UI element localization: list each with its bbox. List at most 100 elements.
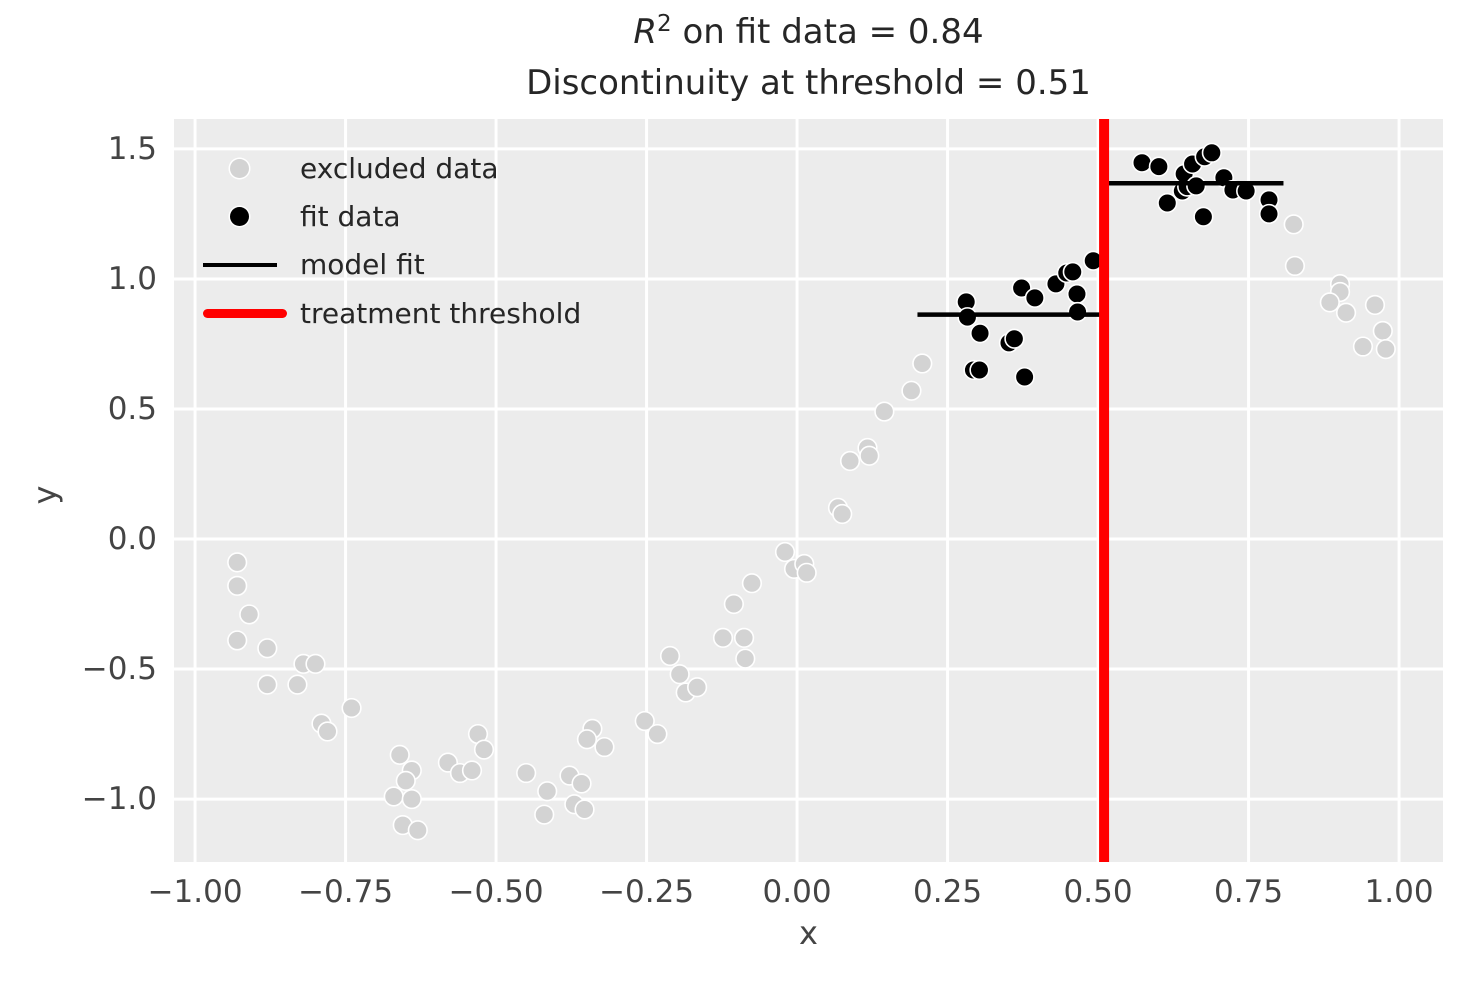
- model-fit-line-icon: [203, 262, 277, 267]
- excluded-data-point: [874, 401, 895, 422]
- excluded-data-point: [576, 729, 598, 750]
- excluded-data-point: [516, 762, 537, 784]
- excluded-data-point: [1352, 336, 1374, 357]
- y-tick-label: −0.5: [81, 651, 157, 688]
- excluded-data-point: [571, 773, 592, 794]
- fit-data-point: [1066, 283, 1088, 305]
- excluded-data-point: [741, 573, 763, 594]
- fit-data-point: [1024, 287, 1045, 309]
- x-tick-label: −0.25: [599, 874, 695, 910]
- excluded-data-point: [1372, 320, 1393, 342]
- excluded-data-point: [239, 604, 260, 625]
- legend: excluded data fit data model fit treatme…: [203, 144, 581, 338]
- excluded-data-point: [257, 674, 278, 695]
- excluded-data-point: [227, 575, 248, 596]
- excluded-data-point: [723, 593, 744, 615]
- legend-label: model fit: [300, 248, 425, 282]
- excluded-data-point: [389, 744, 410, 765]
- excluded-data-point: [669, 664, 690, 685]
- excluded-data-point: [461, 760, 483, 781]
- y-tick-label: 0.0: [107, 521, 157, 557]
- fit-data-point: [1258, 203, 1280, 225]
- fit-data-point: [1193, 206, 1214, 227]
- legend-item-fit-data: fit data: [203, 192, 581, 240]
- excluded-data-point: [634, 710, 655, 732]
- fit-data-point: [957, 307, 978, 328]
- y-tick-label: −1.0: [81, 781, 157, 818]
- x-tick-label: −1.00: [147, 874, 243, 910]
- excluded-data-point: [227, 552, 248, 573]
- excluded-data-marker-icon: [230, 158, 249, 178]
- x-tick-label: 0.25: [913, 874, 983, 910]
- treatment-threshold-line-icon: [203, 308, 287, 318]
- excluded-data-point: [287, 674, 308, 695]
- x-tick-label: −0.75: [298, 874, 394, 910]
- excluded-data-point: [712, 627, 734, 648]
- excluded-data-point: [774, 541, 796, 563]
- legend-item-treatment-threshold: treatment threshold: [203, 289, 581, 337]
- fit-data-point: [969, 359, 990, 381]
- excluded-data-point: [395, 770, 416, 791]
- y-axis-label: y: [26, 485, 64, 505]
- excluded-data-point: [912, 353, 933, 374]
- excluded-data-point: [1283, 214, 1304, 235]
- fit-data-point: [1067, 301, 1088, 323]
- chart-title-line-2: Discontinuity at threshold = 0.51: [526, 63, 1091, 103]
- y-tick-label: 1.0: [107, 260, 157, 297]
- fit-data-point: [1186, 175, 1207, 196]
- plot-background: [174, 119, 1443, 862]
- excluded-data-point: [687, 677, 708, 698]
- excluded-data-point: [839, 450, 861, 472]
- excluded-data-point: [534, 804, 555, 825]
- x-tick-label: 0.00: [762, 874, 832, 910]
- excluded-data-point: [796, 562, 817, 583]
- excluded-data-point: [1364, 294, 1386, 316]
- excluded-data-point: [305, 653, 326, 674]
- excluded-data-point: [647, 723, 668, 745]
- title-line1-text: on fit data = 0.84: [671, 12, 984, 52]
- excluded-data-point: [574, 799, 595, 820]
- excluded-data-point: [537, 781, 558, 802]
- legend-label: excluded data: [300, 151, 499, 185]
- x-tick-label: 0.50: [1063, 874, 1133, 910]
- excluded-data-point: [473, 739, 495, 760]
- excluded-data-point: [227, 630, 248, 651]
- excluded-data-point: [1335, 302, 1357, 323]
- y-tick-label: 1.5: [107, 130, 157, 167]
- fit-data-point: [1004, 328, 1025, 349]
- fit-data-point: [969, 323, 991, 344]
- excluded-data-point: [401, 788, 422, 810]
- x-tick-label: 0.75: [1214, 874, 1284, 910]
- fit-data-point: [1014, 366, 1035, 388]
- excluded-data-point: [1375, 339, 1396, 360]
- legend-item-excluded-data: excluded data: [203, 144, 581, 192]
- excluded-data-point: [317, 721, 338, 742]
- excluded-data-point: [832, 503, 853, 525]
- fit-data-point: [1131, 152, 1153, 173]
- legend-label: fit data: [300, 200, 401, 234]
- legend-label: treatment threshold: [300, 296, 582, 330]
- excluded-data-point: [341, 697, 362, 719]
- excluded-data-point: [733, 627, 755, 648]
- x-tick-label: 1.00: [1364, 874, 1434, 910]
- fit-data-point: [1157, 192, 1178, 214]
- excluded-data-point: [735, 648, 756, 669]
- fit-data-point: [1148, 156, 1169, 177]
- fit-data-marker-icon: [230, 207, 249, 227]
- y-tick-label: 0.5: [107, 390, 157, 427]
- legend-item-model-fit: model fit: [203, 241, 581, 289]
- excluded-data-point: [901, 380, 922, 401]
- excluded-data-point: [383, 786, 404, 807]
- excluded-data-point: [859, 445, 880, 466]
- x-tick-label: −0.50: [448, 874, 544, 910]
- title-r-exponent: 2: [657, 11, 672, 37]
- x-axis-label: x: [799, 914, 818, 952]
- title-r-symbol: R: [633, 12, 658, 52]
- chart-title-line-1: R2 on fit data = 0.84: [174, 11, 1443, 52]
- fit-data-point: [1062, 261, 1083, 283]
- excluded-data-point: [407, 820, 428, 841]
- fit-data-point: [1201, 142, 1222, 163]
- excluded-data-point: [659, 645, 681, 667]
